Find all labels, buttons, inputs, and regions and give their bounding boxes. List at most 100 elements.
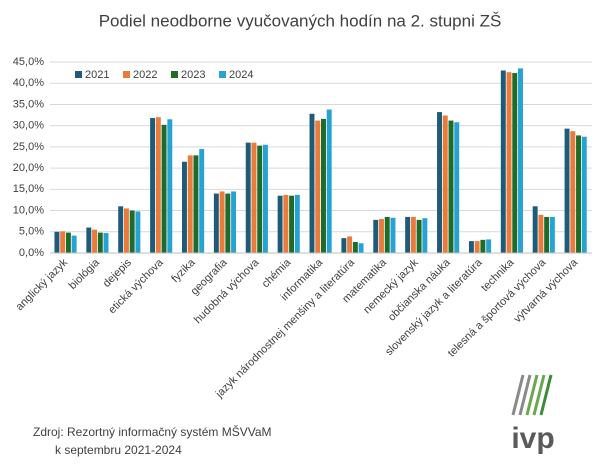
bar — [347, 236, 353, 253]
bar — [448, 120, 454, 253]
legend-label: 2022 — [133, 69, 157, 81]
bar — [341, 238, 347, 253]
bar — [199, 149, 205, 253]
source-line: Zdroj: Rezortný informačný systém MŠVVaM — [33, 424, 272, 439]
bar — [135, 211, 141, 253]
logo-stripe — [525, 374, 539, 416]
bar — [442, 115, 448, 253]
bar — [193, 155, 199, 253]
legend-swatch — [171, 71, 178, 78]
bar — [225, 193, 231, 253]
bar — [277, 195, 283, 253]
bar — [150, 118, 156, 253]
bar — [161, 124, 167, 253]
bar — [512, 73, 518, 253]
bar — [60, 231, 66, 253]
x-tick-label: fyzika — [169, 256, 198, 285]
bar — [315, 120, 321, 253]
legend-swatch — [123, 71, 130, 78]
y-tick-label: 40,0% — [13, 77, 44, 89]
bar — [422, 218, 428, 253]
bar — [251, 142, 257, 253]
logo-stripe — [511, 374, 525, 416]
y-tick-label: 0,0% — [19, 247, 44, 259]
legend-label: 2024 — [229, 69, 253, 81]
bar — [384, 216, 390, 253]
bar — [118, 206, 124, 253]
y-tick-label: 30,0% — [13, 120, 44, 132]
bar — [103, 233, 109, 253]
legend-label: 2023 — [181, 69, 205, 81]
bar — [123, 208, 129, 253]
bar — [65, 232, 71, 253]
bar — [474, 241, 480, 253]
x-tick-label: etická výchova — [106, 256, 166, 316]
y-tick-label: 5,0% — [19, 226, 44, 238]
bar — [71, 235, 77, 253]
bar — [549, 216, 555, 253]
bar — [564, 128, 570, 253]
bar — [581, 136, 587, 253]
bar — [454, 122, 460, 253]
bar — [86, 227, 92, 253]
bar — [187, 155, 193, 253]
bar — [416, 219, 422, 253]
bar — [321, 118, 326, 254]
y-tick-label: 45,0% — [13, 56, 44, 68]
bar — [518, 68, 523, 253]
bar — [262, 144, 268, 253]
bar — [181, 161, 187, 253]
bar — [486, 239, 492, 253]
bar — [379, 219, 384, 253]
chart-title: Podiel neodborne vyučovaných hodín na 2.… — [99, 11, 502, 30]
y-tick-label: 25,0% — [13, 141, 44, 153]
bar — [352, 241, 358, 253]
bar — [309, 113, 315, 253]
bar — [480, 239, 486, 253]
bar — [54, 231, 60, 253]
bar — [544, 216, 550, 253]
bar — [97, 232, 103, 253]
x-tick-label: biológia — [67, 256, 103, 292]
bar — [129, 210, 135, 253]
y-tick-label: 10,0% — [13, 204, 44, 216]
bar — [570, 131, 576, 253]
bar — [468, 241, 474, 253]
bar — [410, 216, 416, 253]
logo-stripe — [539, 374, 553, 416]
bar — [283, 194, 289, 253]
bar — [245, 142, 251, 253]
legend-swatch — [219, 71, 226, 78]
bar — [538, 214, 544, 253]
bar — [373, 219, 379, 253]
source-line: k septembru 2021-2024 — [55, 443, 182, 457]
bar — [219, 191, 225, 253]
legend-swatch — [75, 71, 82, 78]
y-tick-label: 35,0% — [13, 98, 44, 110]
bar — [289, 195, 295, 253]
bar — [506, 72, 512, 253]
logo-stripe — [532, 374, 546, 416]
bar — [532, 206, 538, 253]
bar — [294, 194, 300, 253]
bar — [155, 117, 161, 253]
y-tick-label: 15,0% — [13, 183, 44, 195]
bar — [390, 217, 396, 253]
bar — [500, 70, 506, 253]
x-tick-label: nemecký jazyk — [361, 256, 421, 316]
bar — [358, 243, 364, 253]
logo-text: ivp — [511, 422, 554, 455]
logo: ivp — [511, 374, 555, 455]
logo-stripe — [518, 374, 532, 416]
bar — [231, 191, 237, 253]
bar — [405, 216, 411, 253]
legend-label: 2021 — [85, 69, 109, 81]
bar — [576, 135, 581, 253]
y-tick-label: 20,0% — [13, 162, 44, 174]
bar — [213, 193, 219, 253]
bar — [326, 109, 332, 253]
bar — [92, 229, 98, 253]
bar — [167, 119, 173, 253]
